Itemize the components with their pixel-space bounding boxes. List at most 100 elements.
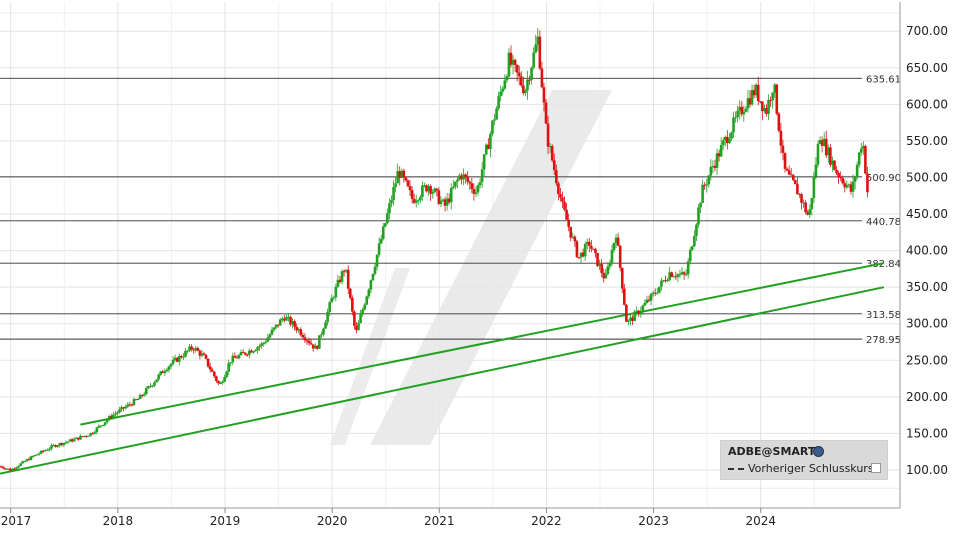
candle-body [165, 369, 169, 372]
candle-body [293, 321, 296, 327]
candle-body [338, 279, 342, 282]
candle-body [241, 351, 245, 353]
candle-body [596, 252, 599, 266]
candle-body [647, 299, 651, 301]
x-tick-label: 2018 [103, 514, 134, 528]
candle-body [210, 369, 214, 372]
candle-body [781, 145, 785, 153]
y-tick-label: 200.00 [906, 390, 948, 404]
candle-body [798, 194, 801, 196]
candle-body [365, 296, 369, 305]
candle-body [173, 357, 177, 360]
candle-body [771, 92, 774, 101]
candle-body [120, 407, 123, 410]
candle-body [101, 424, 105, 426]
candle-body [726, 136, 729, 144]
candle-body [841, 178, 845, 184]
candle-body [763, 108, 766, 112]
candle-body [542, 87, 546, 103]
candle-body [740, 106, 744, 115]
candle-body [262, 342, 266, 344]
candle-body [670, 272, 674, 277]
candle-body [620, 267, 624, 289]
candle-body [379, 238, 383, 244]
candle-body [522, 85, 525, 94]
candle-body [472, 189, 476, 194]
candle-body [200, 353, 204, 356]
candle-body [386, 213, 389, 224]
candle-body [530, 67, 533, 80]
candle-body [377, 243, 381, 255]
candle-body [765, 108, 768, 114]
candle-body [686, 261, 690, 275]
candle-body [544, 102, 548, 124]
candle-body [297, 329, 301, 331]
candle-body [829, 147, 832, 165]
x-tick-label: 2024 [745, 514, 776, 528]
symbol-badge-icon[interactable] [813, 446, 824, 457]
candle-body [39, 450, 43, 454]
candle-body [604, 274, 608, 279]
candle-body [693, 235, 696, 247]
candle-body [728, 138, 731, 144]
candle-body [303, 337, 307, 341]
candle-body [668, 272, 671, 280]
candle-body [513, 59, 517, 65]
candle-body [245, 354, 249, 356]
candle-body [134, 399, 138, 401]
candle-body [437, 190, 441, 205]
candle-body [653, 292, 657, 294]
candle-body [752, 90, 756, 96]
candle-body [17, 466, 20, 468]
candle-body [184, 350, 187, 357]
candle-body [161, 371, 165, 374]
candle-body [404, 177, 408, 181]
candle-body [388, 203, 391, 214]
candle-body [95, 427, 99, 433]
candle-body [779, 130, 783, 146]
candle-body [180, 356, 183, 358]
candle-body [835, 169, 838, 173]
candle-body [412, 198, 416, 203]
candlesticks [0, 27, 869, 471]
candle-body [744, 108, 748, 112]
candle-body [585, 241, 589, 244]
candle-body [153, 382, 156, 386]
candle-body [559, 193, 562, 198]
candle-body [274, 324, 278, 328]
candle-body [204, 355, 208, 359]
candle-body [124, 406, 127, 409]
candle-body [546, 123, 550, 147]
candle-body [231, 355, 235, 363]
candle-body [252, 351, 255, 353]
candle-body [334, 286, 338, 298]
candle-body [328, 302, 331, 313]
candle-body [501, 88, 505, 92]
candle-body [814, 164, 818, 177]
candle-body [427, 186, 430, 192]
candle-body [526, 79, 529, 91]
candle-body [713, 165, 717, 168]
candle-body [719, 144, 723, 157]
candle-body [618, 245, 622, 268]
candle-body [468, 181, 472, 184]
candle-body [723, 136, 727, 141]
candle-body [202, 353, 206, 356]
candle-body [431, 192, 434, 194]
candle-body [381, 226, 385, 239]
candle-body [114, 413, 117, 415]
candle-body [429, 186, 432, 194]
previous-close-checkbox[interactable] [871, 463, 881, 473]
candle-body [322, 328, 325, 335]
candle-body [159, 371, 163, 375]
candle-body [748, 98, 752, 105]
candle-body [72, 438, 76, 442]
candle-body [136, 398, 140, 400]
candle-body [425, 185, 428, 192]
candle-body [394, 183, 397, 188]
candle-body [390, 200, 393, 204]
candle-body [132, 399, 136, 406]
candle-body [421, 185, 424, 197]
candle-body [658, 286, 661, 293]
candle-body [583, 243, 587, 257]
